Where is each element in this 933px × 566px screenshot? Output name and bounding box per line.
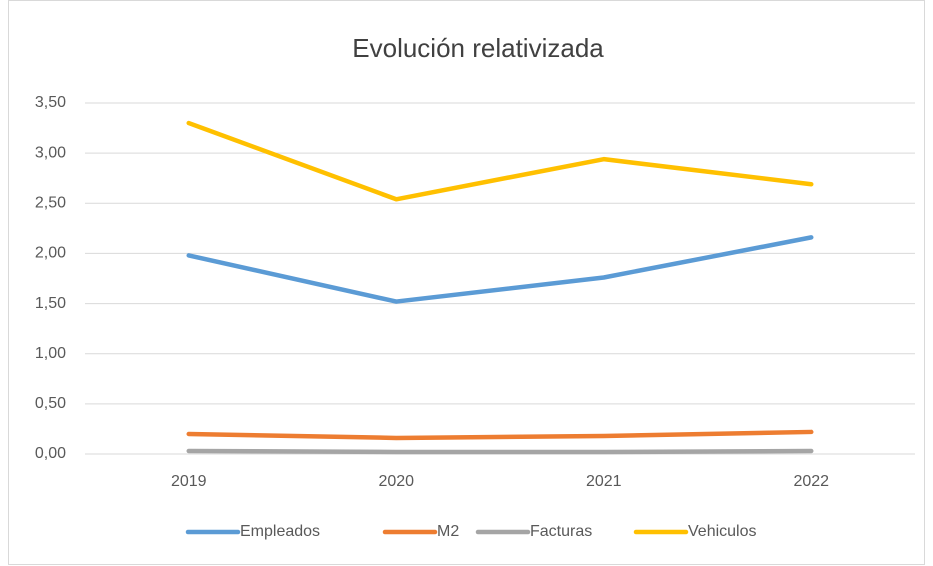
y-tick-label: 0,50 — [35, 395, 66, 412]
y-tick-label: 1,50 — [35, 295, 66, 312]
series-line — [186, 235, 814, 304]
x-tick-label: 2021 — [586, 473, 622, 490]
series-line — [186, 429, 814, 441]
y-tick-label: 2,00 — [35, 245, 66, 262]
series-line — [186, 120, 814, 202]
series-line — [186, 448, 814, 455]
y-tick-label: 3,50 — [35, 94, 66, 111]
x-tick-label: 2020 — [378, 473, 414, 490]
y-tick-label: 0,00 — [35, 445, 66, 462]
chart-frame — [8, 0, 925, 565]
y-tick-label: 1,00 — [35, 345, 66, 362]
legend-label: Facturas — [530, 523, 592, 540]
y-tick-label: 3,00 — [35, 144, 66, 161]
y-tick-label: 2,50 — [35, 195, 66, 212]
legend-label: Vehiculos — [688, 523, 757, 540]
x-tick-label: 2022 — [793, 473, 829, 490]
legend-label: M2 — [437, 523, 459, 540]
legend-label: Empleados — [240, 523, 320, 540]
chart-title: Evolución relativizada — [352, 33, 604, 63]
x-tick-label: 2019 — [171, 473, 207, 490]
